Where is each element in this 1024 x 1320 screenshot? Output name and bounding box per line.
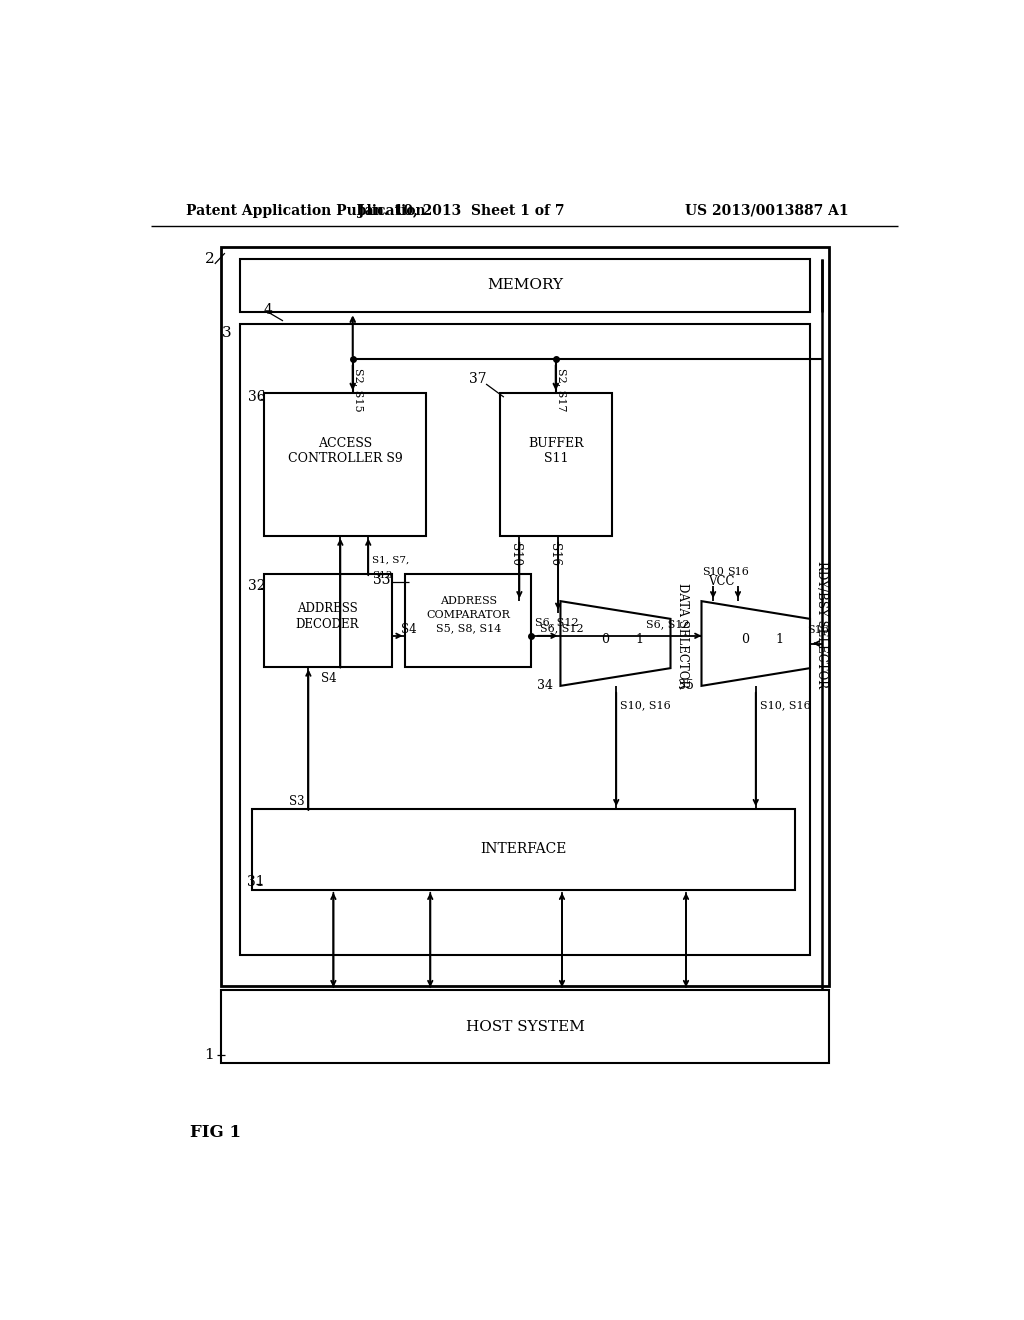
Text: S13: S13	[372, 572, 392, 581]
Text: ADDRESS: ADDRESS	[297, 602, 358, 615]
Polygon shape	[701, 601, 810, 686]
Text: FIG 1: FIG 1	[190, 1123, 241, 1140]
Text: S16: S16	[727, 566, 749, 577]
Text: S6, S12: S6, S12	[541, 623, 584, 634]
Text: S1, S7,: S1, S7,	[372, 556, 410, 565]
Text: DATA SELECTOR: DATA SELECTOR	[676, 583, 688, 689]
Text: BUFFER: BUFFER	[528, 437, 584, 450]
Text: Jan. 10, 2013  Sheet 1 of 7: Jan. 10, 2013 Sheet 1 of 7	[358, 203, 564, 218]
Text: RDY/BSY SELECTOR: RDY/BSY SELECTOR	[815, 561, 828, 688]
Bar	[263, 393, 426, 536]
Text: 0: 0	[601, 634, 608, 647]
Text: 35: 35	[678, 680, 693, 693]
Text: 4: 4	[263, 304, 272, 317]
Text: S4: S4	[400, 623, 417, 636]
Bar	[500, 393, 612, 536]
Text: S10: S10	[509, 544, 522, 566]
Bar	[263, 574, 391, 667]
Text: HOST SYSTEM: HOST SYSTEM	[466, 1019, 585, 1034]
Text: S3: S3	[289, 795, 304, 808]
Text: S2, S17: S2, S17	[557, 368, 567, 411]
Text: 31: 31	[247, 875, 264, 890]
Text: 1: 1	[205, 1048, 214, 1063]
Text: 0: 0	[741, 634, 749, 647]
Text: S16: S16	[807, 624, 828, 635]
Text: 1: 1	[636, 634, 643, 647]
Text: S5, S8, S14: S5, S8, S14	[435, 623, 501, 634]
Text: 36: 36	[248, 391, 265, 404]
Text: 32: 32	[248, 578, 265, 593]
Bar	[406, 574, 531, 667]
Bar	[221, 247, 829, 986]
Text: 3: 3	[221, 326, 231, 341]
Text: S16: S16	[548, 544, 561, 566]
Bar	[221, 990, 829, 1063]
Text: Patent Application Publication: Patent Application Publication	[186, 203, 426, 218]
Bar	[241, 323, 810, 956]
Bar	[241, 259, 810, 313]
Text: S4: S4	[321, 672, 337, 685]
Text: 1: 1	[775, 634, 783, 647]
Text: MEMORY: MEMORY	[487, 279, 563, 293]
Text: 37: 37	[469, 372, 487, 387]
Text: VCC: VCC	[708, 576, 734, 589]
Text: INTERFACE: INTERFACE	[480, 842, 566, 857]
Text: S10: S10	[702, 566, 724, 577]
Text: 2: 2	[205, 252, 214, 265]
Bar	[252, 809, 795, 890]
Text: COMPARATOR: COMPARATOR	[426, 610, 510, 620]
Text: S2, S15: S2, S15	[354, 367, 364, 412]
Text: DECODER: DECODER	[296, 618, 359, 631]
Polygon shape	[560, 601, 671, 686]
Text: CONTROLLER S9: CONTROLLER S9	[288, 453, 402, 465]
Text: S10, S16: S10, S16	[621, 700, 671, 710]
Text: S10, S16: S10, S16	[760, 700, 810, 710]
Text: ADDRESS: ADDRESS	[439, 597, 497, 606]
Text: 34: 34	[537, 680, 553, 693]
Text: S6, S12: S6, S12	[646, 619, 690, 630]
Text: ACCESS: ACCESS	[317, 437, 372, 450]
Text: S6, S12: S6, S12	[535, 616, 579, 627]
Text: S11: S11	[544, 453, 568, 465]
Text: 33: 33	[374, 573, 391, 587]
Text: US 2013/0013887 A1: US 2013/0013887 A1	[685, 203, 849, 218]
